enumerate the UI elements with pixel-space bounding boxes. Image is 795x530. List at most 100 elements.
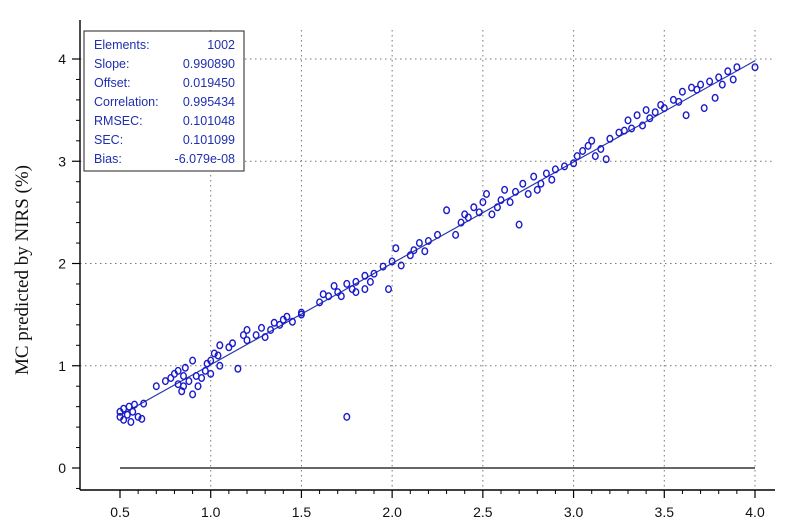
data-point [316, 298, 324, 307]
data-point [216, 361, 224, 370]
data-point [537, 179, 545, 188]
data-point [573, 152, 581, 161]
data-point [352, 288, 360, 297]
data-point [718, 80, 726, 89]
data-point [194, 382, 202, 391]
data-point [129, 407, 137, 416]
data-point [515, 220, 523, 229]
data-point [406, 251, 414, 260]
data-point [646, 114, 654, 123]
data-point [724, 67, 732, 76]
data-point [283, 312, 291, 321]
data-point [651, 108, 659, 117]
x-tick-label: 4.0 [745, 504, 765, 520]
stat-value: -6.079e-08 [175, 152, 236, 166]
data-point [501, 185, 509, 194]
data-point [134, 412, 142, 421]
data-point [181, 363, 189, 372]
data-point [678, 87, 686, 96]
data-point [588, 136, 596, 145]
data-point [524, 189, 532, 198]
data-point [207, 356, 215, 365]
stat-value: 0.101048 [183, 114, 235, 128]
data-point [700, 104, 708, 113]
stat-label: Slope: [94, 57, 129, 71]
data-point [267, 326, 275, 335]
data-point [343, 412, 351, 421]
data-point [464, 213, 472, 222]
data-point [633, 111, 641, 120]
data-point [370, 269, 378, 278]
data-point [207, 369, 215, 378]
x-tick-label: 1.5 [292, 504, 312, 520]
x-tick-label: 2.5 [473, 504, 493, 520]
data-point [729, 75, 737, 84]
stat-value: 0.019450 [183, 76, 235, 90]
data-point [225, 343, 233, 352]
data-point [392, 244, 400, 253]
data-point [483, 189, 491, 198]
statistics-box-frame [83, 30, 245, 172]
data-point [174, 366, 182, 375]
data-point [334, 288, 342, 297]
data-point [210, 349, 218, 358]
data-point [185, 377, 193, 386]
data-point [597, 144, 605, 153]
data-point [620, 126, 628, 135]
data-point [243, 336, 251, 345]
data-point [337, 292, 345, 301]
data-point [519, 179, 527, 188]
data-point [443, 206, 451, 215]
data-point [434, 230, 442, 239]
data-point [475, 208, 483, 217]
data-point [584, 141, 592, 150]
data-point [421, 247, 429, 256]
stat-value: 0.990890 [183, 57, 235, 71]
data-point [415, 238, 423, 247]
data-point [167, 374, 175, 383]
data-point [385, 285, 393, 294]
data-point [479, 198, 487, 207]
statistics-box: Elements: 1002 Slope: 0.990890 Offset: 0.0194… [83, 30, 245, 172]
data-point [697, 80, 705, 89]
data-point [606, 134, 614, 143]
data-point [198, 374, 206, 383]
stat-value: 0.995434 [183, 95, 235, 109]
data-point [424, 236, 432, 245]
data-point [152, 382, 160, 391]
y-tick-label: 2 [58, 256, 66, 272]
data-point [243, 326, 251, 335]
data-point [715, 73, 723, 82]
data-point [602, 155, 610, 164]
x-tick-label: 2.0 [382, 504, 402, 520]
data-point [216, 341, 224, 350]
data-point [120, 415, 128, 424]
data-point [276, 320, 284, 329]
data-point [288, 317, 296, 326]
x-tick-labels: 0.5 1.0 1.5 2.0 2.5 3.0 3.5 4.0 [110, 504, 765, 520]
y-tick-labels: 0 1 2 3 4 [58, 51, 66, 476]
data-point [361, 271, 369, 280]
data-point [214, 351, 222, 360]
data-point [330, 282, 338, 291]
data-point [675, 97, 683, 106]
data-point [388, 257, 396, 266]
data-point [161, 377, 169, 386]
x-tick-label: 3.0 [564, 504, 584, 520]
data-point [639, 121, 647, 130]
data-point [297, 310, 305, 319]
data-point [138, 414, 146, 423]
x-tick-label: 3.5 [655, 504, 675, 520]
data-point [397, 261, 405, 270]
data-point [693, 85, 701, 94]
y-tick-label: 3 [58, 153, 66, 169]
data-point [179, 382, 187, 391]
data-point [506, 198, 514, 207]
data-point [410, 246, 418, 255]
data-point [234, 364, 242, 373]
data-point [642, 106, 650, 115]
data-point [497, 196, 505, 205]
stat-value: 1002 [207, 38, 235, 52]
data-point [548, 175, 556, 184]
